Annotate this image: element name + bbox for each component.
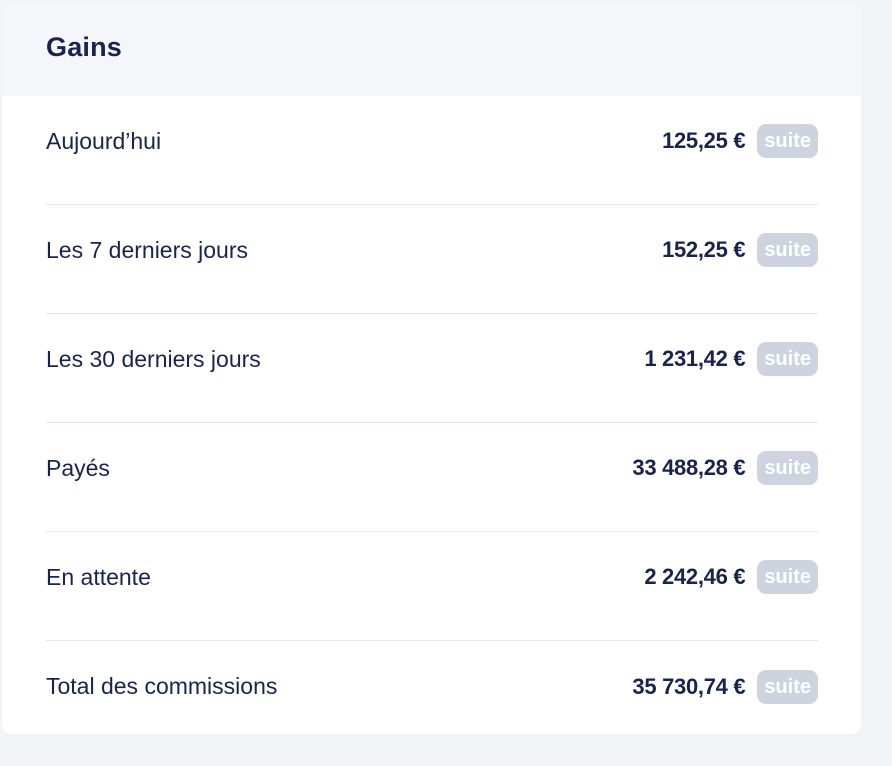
row-label: Payés	[46, 454, 110, 481]
earnings-card: Gains Aujourd’hui 125,25 € suite Les 7 d…	[2, 2, 861, 734]
row-value-group: 125,25 € suite	[662, 124, 818, 158]
row-value-group: 1 231,42 € suite	[644, 342, 818, 376]
row-label: Total des commissions	[46, 673, 278, 699]
earnings-row-today: Aujourd’hui 125,25 € suite	[46, 96, 818, 205]
earnings-row-pending: En attente 2 242,46 € suite	[46, 532, 818, 641]
row-value-group: 152,25 € suite	[662, 233, 818, 267]
row-value-group: 33 488,28 € suite	[632, 451, 818, 485]
row-amount: 2 242,46 €	[644, 564, 746, 589]
earnings-row-total-commissions: Total des commissions 35 730,74 € suite	[46, 641, 818, 734]
row-amount: 35 730,74 €	[632, 673, 746, 699]
earnings-list: Aujourd’hui 125,25 € suite Les 7 dernier…	[2, 96, 861, 734]
card-header: Gains	[2, 2, 861, 96]
suite-button[interactable]: suite	[757, 233, 818, 267]
card-title: Gains	[46, 31, 123, 62]
row-label: Aujourd’hui	[46, 127, 162, 154]
row-label: Les 30 derniers jours	[46, 345, 261, 372]
suite-button[interactable]: suite	[757, 124, 818, 158]
suite-button[interactable]: suite	[757, 560, 818, 594]
earnings-row-paid: Payés 33 488,28 € suite	[46, 423, 818, 532]
suite-button[interactable]: suite	[757, 342, 818, 376]
row-amount: 1 231,42 €	[644, 346, 746, 371]
earnings-row-last-30-days: Les 30 derniers jours 1 231,42 € suite	[46, 314, 818, 423]
row-value-group: 35 730,74 € suite	[632, 669, 818, 704]
row-amount: 33 488,28 €	[632, 455, 746, 480]
row-value-group: 2 242,46 € suite	[644, 560, 818, 594]
row-amount: 125,25 €	[662, 128, 746, 153]
row-label: Les 7 derniers jours	[46, 236, 248, 263]
row-amount: 152,25 €	[662, 237, 746, 262]
earnings-row-last-7-days: Les 7 derniers jours 152,25 € suite	[46, 205, 818, 314]
suite-button[interactable]: suite	[757, 669, 818, 704]
suite-button[interactable]: suite	[757, 451, 818, 485]
row-label: En attente	[46, 563, 151, 590]
